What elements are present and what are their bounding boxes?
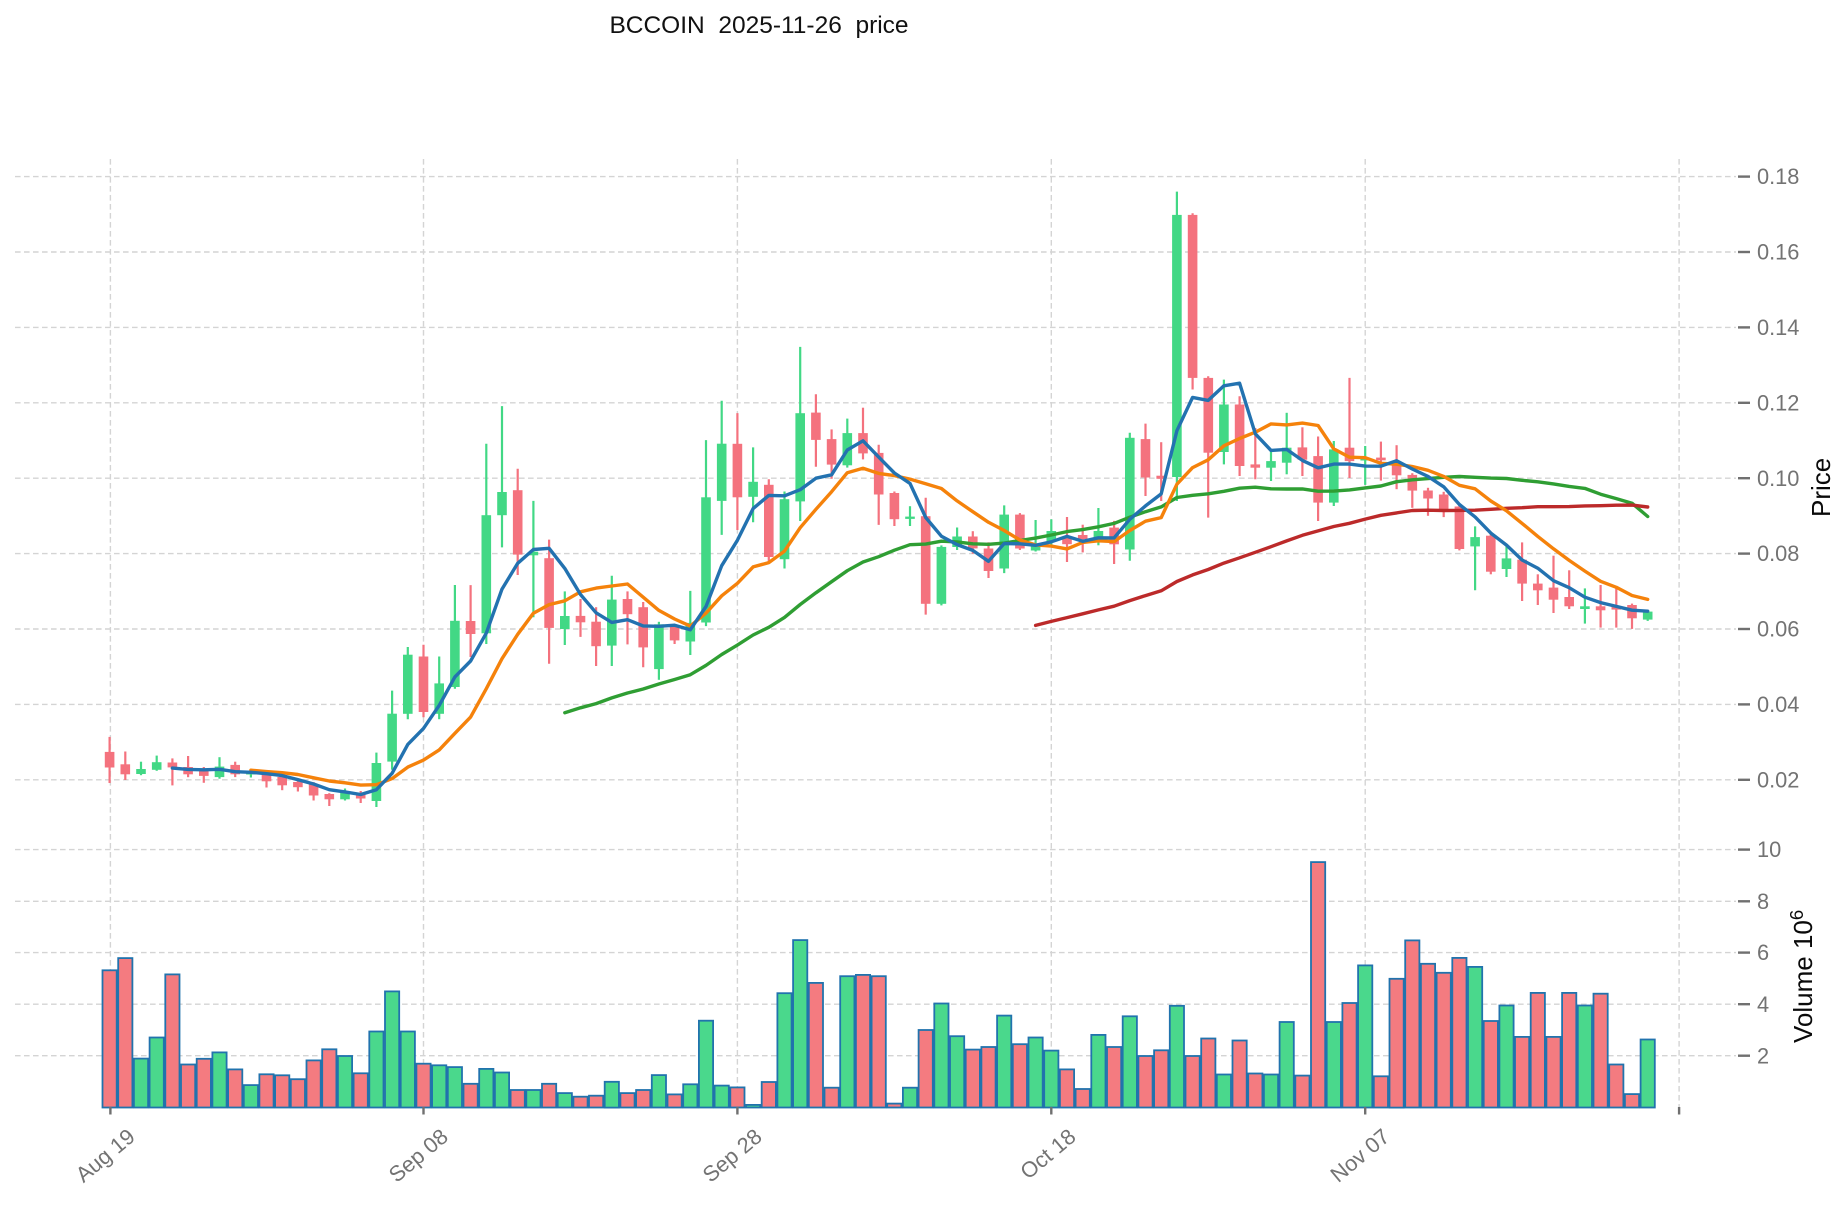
- svg-text:0.14: 0.14: [1757, 315, 1799, 340]
- svg-text:BCCOIN 2025-11-26 price: BCCOIN 2025-11-26 price: [609, 12, 908, 39]
- svg-text:6: 6: [1757, 940, 1769, 965]
- svg-text:Price: Price: [1806, 458, 1836, 517]
- svg-text:0.16: 0.16: [1757, 240, 1799, 265]
- svg-text:2: 2: [1757, 1043, 1769, 1068]
- svg-text:0.10: 0.10: [1757, 466, 1799, 491]
- svg-text:0.06: 0.06: [1757, 617, 1799, 642]
- svg-text:4: 4: [1757, 992, 1769, 1017]
- svg-text:8: 8: [1757, 889, 1769, 914]
- svg-text:0.02: 0.02: [1757, 767, 1799, 792]
- svg-text:Volume 106: Volume 106: [1786, 910, 1818, 1043]
- svg-text:0.18: 0.18: [1757, 164, 1799, 189]
- svg-text:0.08: 0.08: [1757, 541, 1799, 566]
- svg-text:0.12: 0.12: [1757, 390, 1799, 415]
- svg-text:0.04: 0.04: [1757, 692, 1799, 717]
- svg-text:10: 10: [1757, 837, 1781, 862]
